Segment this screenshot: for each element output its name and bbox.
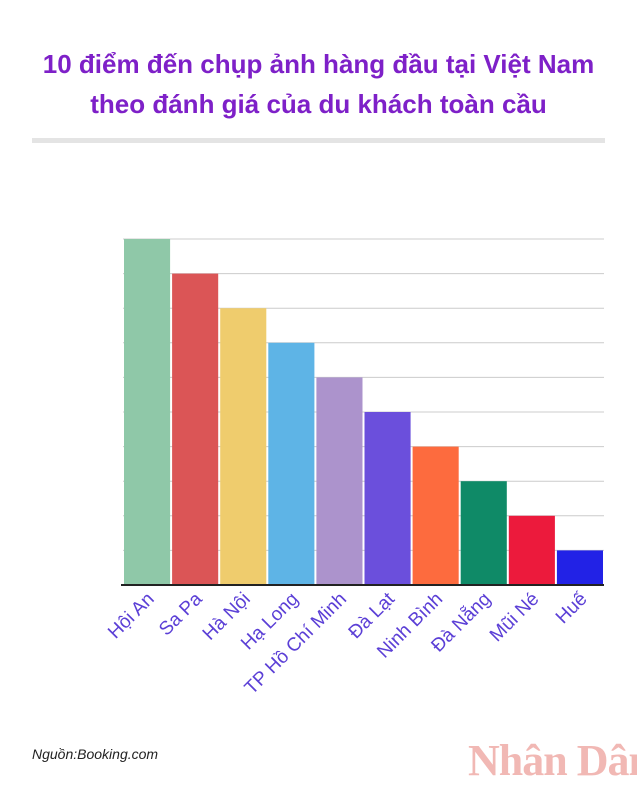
title-line-2: theo đánh giá của du khách toàn cầu	[90, 89, 547, 119]
bar-10	[556, 550, 603, 585]
bar-2	[172, 273, 219, 585]
category-label: Hội An	[104, 589, 158, 643]
title-divider	[32, 138, 605, 143]
category-label: Sa Pa	[155, 588, 207, 640]
bar-6	[364, 412, 411, 585]
category-label: Huế	[552, 588, 592, 628]
bar-1	[124, 239, 171, 585]
bar-3	[220, 308, 267, 585]
chart-title: 10 điểm đến chụp ảnh hàng đầu tại Việt N…	[0, 44, 637, 124]
bar-7	[412, 446, 459, 585]
bar-4	[268, 342, 315, 585]
source-note: Nguồn:Booking.com	[32, 746, 159, 762]
bar-5	[316, 377, 363, 585]
bar-9	[508, 515, 555, 585]
title-line-1: 10 điểm đến chụp ảnh hàng đầu tại Việt N…	[42, 49, 595, 79]
bar-8	[460, 481, 507, 585]
nhan-dan-logo: Nhân Dân	[468, 736, 637, 785]
category-label: Mũi Né	[486, 589, 543, 646]
